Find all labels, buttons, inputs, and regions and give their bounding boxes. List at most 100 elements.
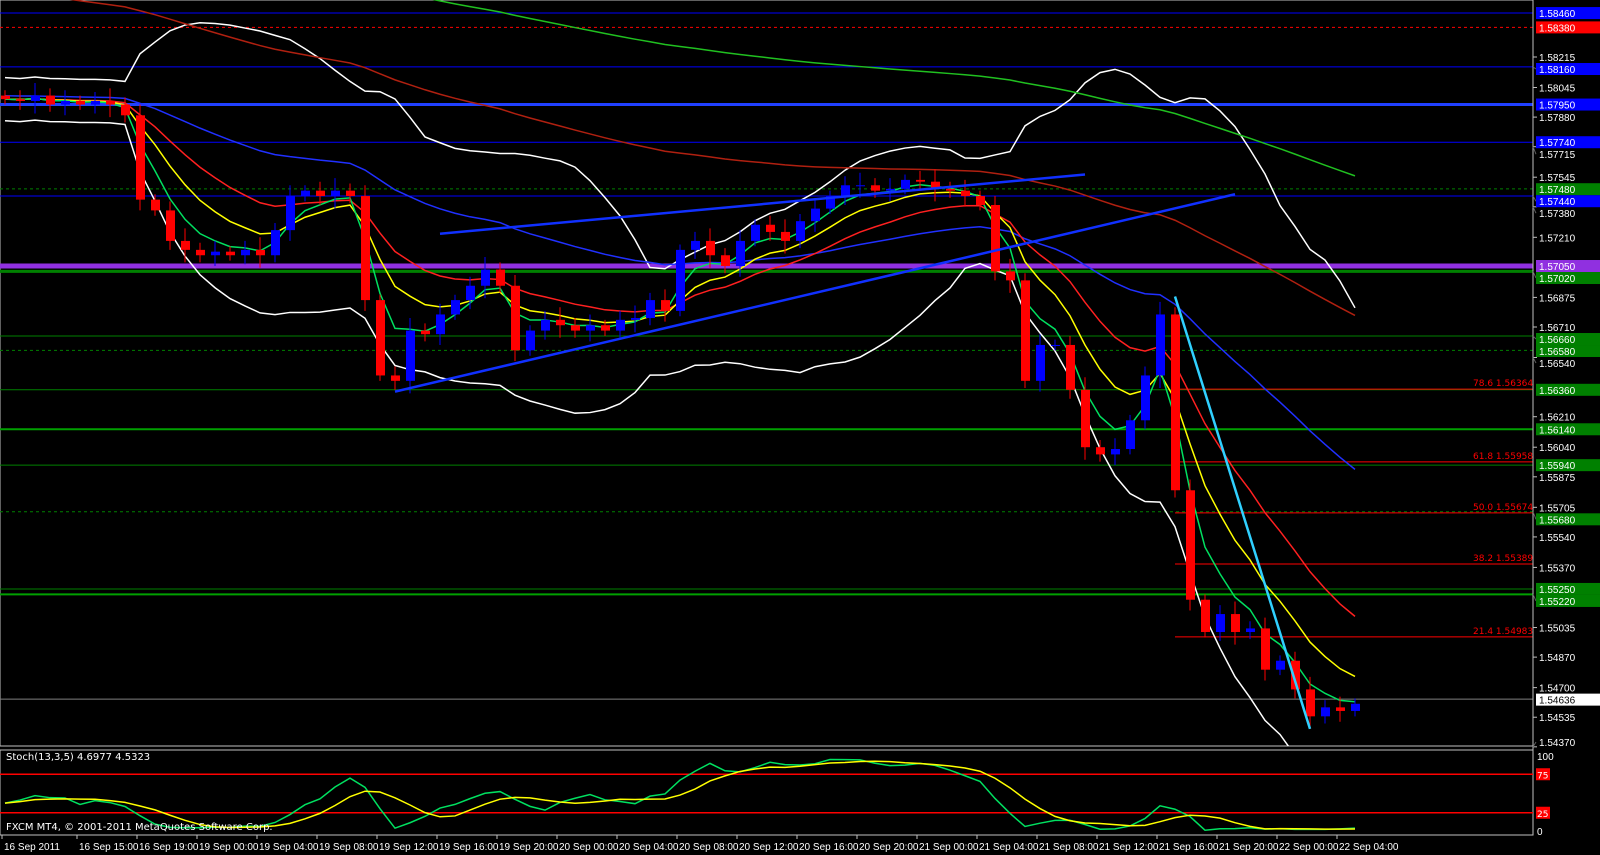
level-price-tag-text: 1.57950 [1539,101,1576,112]
bull-candle [301,190,310,197]
bear-candle [1096,447,1105,455]
price-tick-label-text: 1.57380 [1539,209,1576,220]
time-tick-label: 21 Sep 16:00 [1159,842,1219,853]
bear-candle [1066,344,1075,390]
price-tick-label-text: 1.57210 [1539,233,1576,244]
label-leader [1532,66,1537,70]
time-tick-label: 22 Sep 00:00 [1279,842,1339,853]
level-price-tag-text: 1.55680 [1539,515,1576,526]
label-leader [1532,195,1537,202]
bull-candle [271,230,280,256]
time-tick-label: 16 Sep 19:00 [139,842,199,853]
bear-candle [1291,660,1300,690]
level-price-tag-text: 1.57740 [1539,138,1576,149]
ema-slow-line [4,98,1356,617]
bear-candle [991,205,1000,272]
bear-candle [661,300,670,311]
bear-candle [1021,280,1030,381]
bull-candle [481,269,490,286]
time-tick-label: 19 Sep 20:00 [499,842,559,853]
price-tick-label-text: 1.56875 [1539,293,1576,304]
bear-candle [781,231,790,241]
bear-candle [181,240,190,250]
bull-candle [676,249,685,311]
bear-candle [346,190,355,197]
bear-candle [961,190,970,197]
bull-candle [436,314,445,335]
level-price-tag-bg [1536,183,1600,196]
stoch-level-tag [1536,768,1550,781]
bull-candle [1141,375,1150,421]
bear-candle [1081,389,1090,448]
stoch-title: Stoch(13,3,5) 4.6977 4.5323 [6,752,151,763]
time-tick-label: 19 Sep 12:00 [379,842,439,853]
trendline [394,193,1236,393]
bear-candle [361,196,370,301]
label-leader [1532,335,1537,340]
bear-candle [706,240,715,256]
bear-candle [391,375,400,381]
bear-candle [601,325,610,331]
level-price-tag-text: 1.56660 [1539,335,1576,346]
price-tick-label-text: 1.55540 [1539,533,1576,544]
time-tick-label: 21 Sep 20:00 [1219,842,1279,853]
bear-candle [871,185,880,191]
bear-candle [931,181,940,189]
level-price-tag-bg [1536,333,1600,346]
bear-candle [1306,689,1315,717]
bull-candle [586,325,595,331]
time-tick-label: 20 Sep 20:00 [859,842,919,853]
bear-candle [106,100,115,105]
bull-candle [451,300,460,315]
level-price-tag-text: 1.56580 [1539,347,1576,358]
level-price-tag-text: 1.57050 [1539,262,1576,273]
time-tick-label: 16 Sep 2011 [4,842,60,853]
bid-price-tag-bg [1536,693,1600,706]
bear-candle [166,210,175,241]
time-tick-label: 20 Sep 12:00 [739,842,799,853]
price-tick-label-text: 1.58215 [1539,53,1576,64]
bull-candle [1051,344,1060,346]
time-tick-label: 20 Sep 16:00 [799,842,859,853]
bull-candle [1156,314,1165,376]
main-panel-frame [0,0,1534,747]
bull-candle [31,95,40,101]
label-leader [1532,511,1537,520]
bull-candle [1246,628,1255,633]
level-price-tag-text: 1.56360 [1539,386,1576,397]
time-tick-label: 21 Sep 04:00 [979,842,1039,853]
price-tick-label-text: 1.56540 [1539,359,1576,370]
ma-darkred-line [69,0,1356,317]
ma-green-line [432,0,1356,177]
time-tick-label: 16 Sep 15:00 [79,842,139,853]
bull-candle [526,330,535,351]
bear-candle [196,249,205,256]
label-leader [1532,271,1537,279]
price-tick-label-text: 1.55370 [1539,563,1576,574]
bear-candle [571,325,580,331]
bull-candle [1126,420,1135,450]
price-tick-label-text: 1.55705 [1539,503,1576,514]
bear-candle [376,300,385,376]
bear-candle [121,104,130,116]
bull-candle [466,285,475,301]
fib-level-text: 38.2 1.55389 [1473,554,1533,564]
bear-candle [136,115,145,200]
label-leader [1532,146,1537,155]
price-tick-label-text: 1.55875 [1539,473,1576,484]
bear-candle [1186,490,1195,600]
fib-level-text: 21.4 1.54983 [1473,627,1533,637]
bear-candle [556,319,565,326]
label-leader [1532,206,1537,214]
fib-level-text: 78.6 1.56364 [1473,379,1533,389]
price-tick-label-text: 1.56710 [1539,323,1576,334]
level-price-tag-text: 1.55940 [1539,461,1576,472]
bear-candle [1336,707,1345,711]
level-price-tag-text: 1.58460 [1539,9,1576,20]
fib-level-text: 50.0 1.55674 [1473,503,1533,513]
stoch-level-tag [1536,806,1550,819]
level-price-tag-bg [1536,383,1600,396]
bear-candle [766,224,775,232]
